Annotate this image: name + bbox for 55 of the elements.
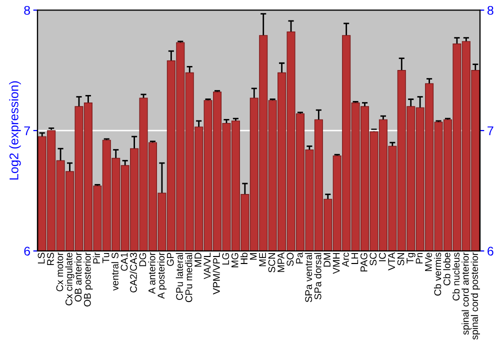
x-tick-label: A anterior <box>148 252 156 294</box>
x-tick-label: spinal cord anterior <box>462 252 471 335</box>
x-tick-label: Cx motor <box>56 252 64 292</box>
x-tick-label: Pa <box>296 252 303 264</box>
x-tick-label: Cb vermis <box>434 252 442 296</box>
x-tick-label: Pir <box>92 252 100 264</box>
y2-tick-label: 6 <box>488 246 494 256</box>
x-tick-label: CPu medial <box>185 252 192 302</box>
y-tick-label: 8 <box>24 6 30 15</box>
x-tick-label: LG <box>222 253 230 265</box>
y2-tick-label: 8 <box>487 6 494 15</box>
x-tick-label: Hb <box>240 252 248 264</box>
x-tick-label: DM <box>324 253 330 267</box>
x-tick-label: SC <box>370 252 377 266</box>
x-tick-label: ME <box>259 252 266 266</box>
x-tick-label: ventral S <box>111 252 118 291</box>
x-tick-label: GP <box>166 252 174 266</box>
x-tick-label: Cx cingulate <box>65 252 74 306</box>
x-tick-label: Tg <box>406 252 416 264</box>
y2-tick-label: 7 <box>488 126 494 136</box>
x-tick-label: CA1 <box>120 252 128 271</box>
y-axis-title: Log2 (expression) <box>9 81 21 180</box>
x-tick-label: CA2/CA3 <box>130 252 137 292</box>
x-tick-label: Pn <box>416 252 423 264</box>
x-tick-label: spinal cord posterior <box>470 252 480 340</box>
x-tick-label: MG <box>231 253 238 268</box>
x-tick-label: M <box>250 253 257 260</box>
x-tick-label: Cb lobe <box>443 252 450 286</box>
x-tick-label: SPa ventral <box>304 252 312 302</box>
x-tick-label: LH <box>351 253 358 264</box>
x-tick-label: OB anterior <box>74 252 82 302</box>
x-tick-label: CPu lateral <box>176 252 183 300</box>
x-tick-label: A posterior <box>157 252 166 299</box>
x-tick-label: Arc <box>342 252 349 267</box>
x-tick-label: Tu <box>102 252 110 264</box>
x-tick-label: VTA <box>388 252 395 270</box>
x-tick-label: VMH <box>332 253 340 274</box>
x-tick-label: SCN <box>268 253 276 272</box>
x-tick-label: SPa dorsal <box>314 252 322 300</box>
y-tick-label: 7 <box>24 126 30 136</box>
x-tick-label: SN <box>397 253 404 266</box>
x-tick-label: MVe <box>425 252 432 271</box>
x-tick-label: MD <box>194 252 202 267</box>
y-tick-label: 6 <box>24 246 30 256</box>
x-tick-label: VPM/VPL <box>212 252 220 294</box>
x-tick-label: IC <box>378 252 386 262</box>
x-tick-label: PAG <box>360 253 368 272</box>
x-tick-label: MPA <box>278 252 284 272</box>
x-tick-label: LS <box>38 252 45 264</box>
x-tick-label: DG <box>139 253 146 266</box>
x-tick-label: SO <box>286 252 294 266</box>
x-tick-label: RS <box>47 252 54 266</box>
x-tick-label: OB posterior <box>84 252 93 306</box>
x-tick-label: VA/VL <box>204 252 211 280</box>
x-tick-label: Cb nucleus <box>452 252 460 300</box>
